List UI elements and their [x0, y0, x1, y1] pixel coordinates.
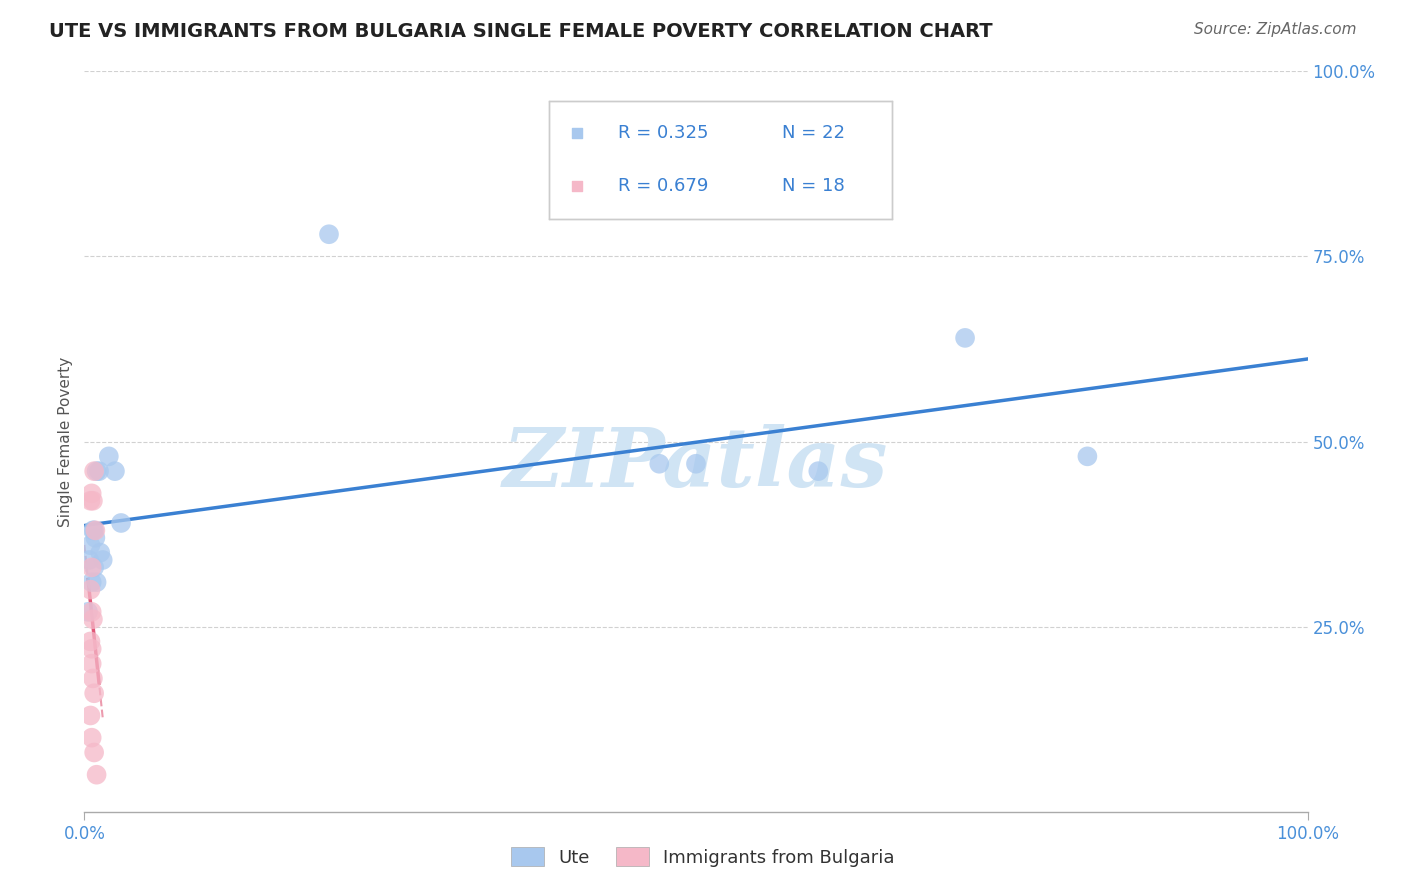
- Text: UTE VS IMMIGRANTS FROM BULGARIA SINGLE FEMALE POVERTY CORRELATION CHART: UTE VS IMMIGRANTS FROM BULGARIA SINGLE F…: [49, 22, 993, 41]
- Point: [97, 450, 120, 464]
- Point: [80, 560, 103, 574]
- Point: [110, 516, 132, 530]
- Point: [953, 331, 976, 345]
- Legend: Ute, Immigrants from Bulgaria: Ute, Immigrants from Bulgaria: [503, 840, 903, 874]
- Point: [77, 605, 100, 619]
- Point: [86, 767, 108, 781]
- Point: [318, 227, 340, 242]
- Text: Source: ZipAtlas.com: Source: ZipAtlas.com: [1194, 22, 1357, 37]
- Point: [807, 464, 830, 478]
- Text: ZIPatlas: ZIPatlas: [503, 424, 889, 504]
- Point: [87, 464, 110, 478]
- Y-axis label: Single Female Poverty: Single Female Poverty: [58, 357, 73, 526]
- Point: [84, 524, 107, 538]
- Point: [685, 457, 707, 471]
- Point: [82, 672, 104, 686]
- Point: [80, 486, 103, 500]
- Point: [83, 464, 105, 478]
- Point: [80, 605, 103, 619]
- Point: [104, 464, 127, 478]
- Point: [1076, 450, 1098, 464]
- Point: [79, 634, 101, 648]
- Point: [91, 553, 114, 567]
- Point: [86, 575, 108, 590]
- Point: [83, 560, 105, 574]
- Point: [80, 731, 103, 745]
- Point: [86, 464, 108, 478]
- Point: [82, 493, 104, 508]
- Point: [79, 493, 101, 508]
- Point: [83, 746, 105, 760]
- Point: [82, 524, 104, 538]
- Point: [89, 546, 111, 560]
- Point: [79, 708, 101, 723]
- Point: [648, 457, 671, 471]
- Point: [84, 531, 107, 545]
- Point: [83, 686, 105, 700]
- Point: [80, 575, 103, 590]
- Point: [83, 524, 105, 538]
- Point: [79, 538, 101, 552]
- Point: [79, 582, 101, 597]
- Point: [80, 657, 103, 671]
- Point: [77, 553, 100, 567]
- Point: [82, 612, 104, 626]
- Point: [80, 641, 103, 656]
